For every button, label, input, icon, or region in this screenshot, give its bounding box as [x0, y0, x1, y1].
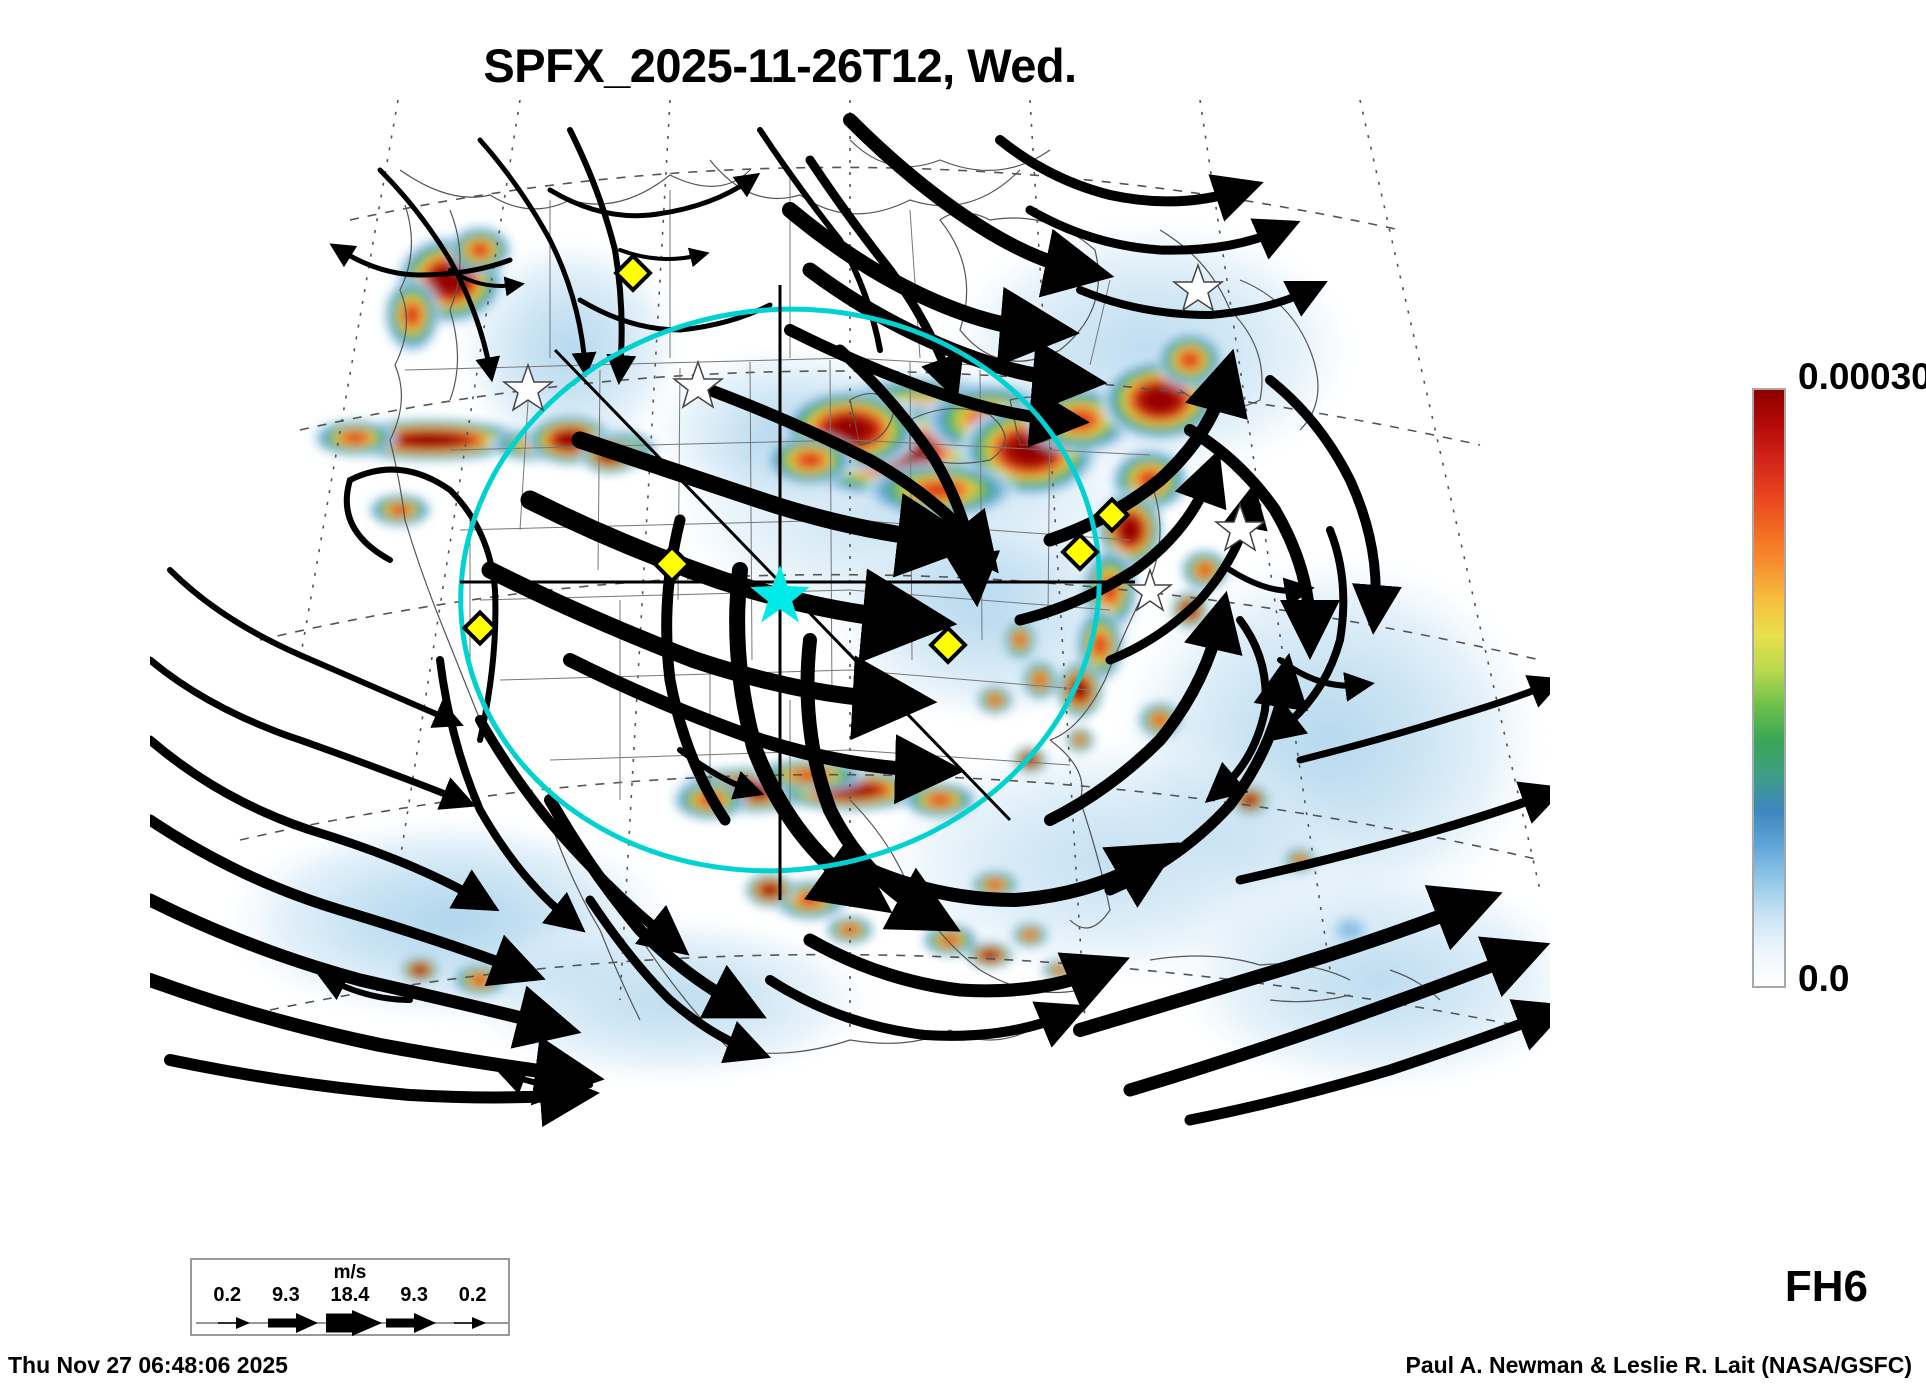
yellow-diamond-station[interactable]: [461, 609, 499, 647]
credit-line: Paul A. Newman & Leslie R. Lait (NASA/GS…: [1405, 1352, 1912, 1378]
render-timestamp: Thu Nov 27 06:48:06 2025: [8, 1352, 288, 1378]
map-canvas[interactable]: [150, 100, 1550, 1130]
colorbar-gradient-bar: [1752, 388, 1786, 988]
wind-value-3: 9.3: [400, 1284, 428, 1306]
wind-value-2: 18.4: [330, 1284, 370, 1306]
station-markers[interactable]: [461, 253, 1267, 665]
cyan-ellipse: [458, 306, 1102, 874]
wind-legend-arrows: [196, 1310, 508, 1336]
colorbar-max-label: 0.00030: [1798, 356, 1926, 397]
wind-speed-legend: m/s 0.2 9.3 18.4 9.3 0.2: [190, 1258, 510, 1336]
colorbar: 0.00030 0.0: [1752, 356, 1926, 1008]
wind-streamlines: [150, 113, 1550, 1128]
yellow-diamond-station[interactable]: [928, 625, 968, 665]
yellow-diamond-station[interactable]: [613, 253, 653, 293]
wind-legend-unit: m/s: [333, 1262, 367, 1283]
wind-legend-values: 0.2 9.3 18.4 9.3 0.2: [192, 1284, 508, 1307]
colorbar-gradient: [1754, 390, 1784, 986]
map-panel[interactable]: [150, 100, 1550, 1130]
white-star-city: [501, 262, 1267, 612]
wind-value-0: 0.2: [213, 1284, 242, 1306]
forecast-hour-label: FH6: [1784, 1262, 1868, 1311]
colorbar-min-label: 0.0: [1798, 958, 1850, 999]
wind-value-1: 9.3: [271, 1284, 300, 1306]
wind-value-4: 0.2: [458, 1284, 487, 1306]
yellow-diamond-station[interactable]: [1060, 532, 1100, 572]
yellow-diamond-station[interactable]: [652, 544, 692, 584]
cyan-star-center[interactable]: [750, 565, 810, 623]
page-title: SPFX_2025-11-26T12, Wed.: [483, 39, 1077, 92]
yellow-diamond-station[interactable]: [1093, 496, 1131, 534]
